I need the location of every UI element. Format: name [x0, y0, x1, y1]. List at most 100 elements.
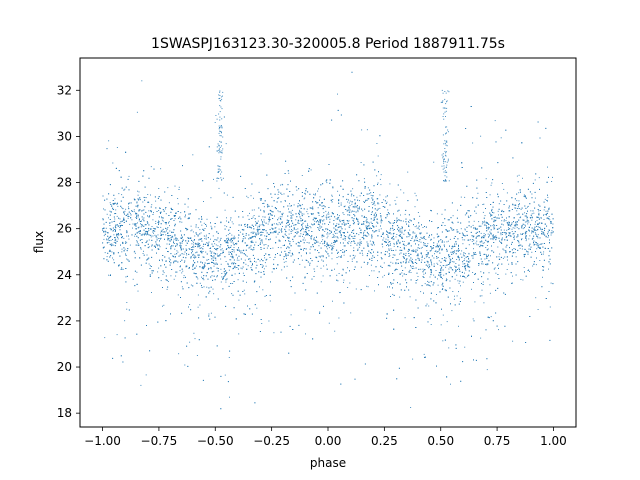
- data-point: [485, 234, 486, 236]
- data-point: [433, 247, 434, 249]
- data-point: [326, 243, 328, 245]
- data-point: [516, 227, 518, 229]
- data-point: [436, 245, 438, 247]
- data-point: [111, 243, 113, 245]
- data-point: [503, 249, 505, 251]
- data-point: [488, 272, 490, 274]
- data-point: [151, 226, 153, 227]
- data-point: [104, 252, 106, 254]
- data-point: [498, 263, 500, 265]
- data-point: [341, 235, 342, 237]
- data-point: [318, 255, 320, 257]
- data-point: [249, 212, 250, 214]
- data-point: [289, 205, 291, 207]
- data-point: [318, 228, 319, 230]
- data-point: [364, 181, 366, 183]
- data-point: [381, 267, 383, 268]
- data-point: [315, 201, 317, 203]
- data-point: [290, 314, 292, 316]
- data-point: [411, 258, 413, 260]
- data-point: [265, 244, 267, 245]
- data-point: [197, 294, 199, 296]
- data-point: [202, 245, 204, 247]
- data-point: [461, 232, 463, 234]
- data-point: [228, 285, 230, 287]
- data-point: [479, 251, 481, 253]
- data-point: [267, 203, 269, 205]
- data-point: [285, 200, 286, 202]
- data-point: [131, 219, 133, 221]
- data-point: [275, 230, 277, 232]
- data-point: [534, 197, 536, 199]
- data-point: [534, 223, 536, 225]
- data-point: [211, 251, 213, 253]
- data-point: [462, 239, 464, 241]
- data-point: [399, 241, 401, 243]
- data-point: [425, 272, 426, 274]
- data-point: [422, 268, 424, 270]
- data-point: [354, 378, 356, 380]
- data-point: [189, 304, 191, 305]
- data-point: [213, 293, 215, 295]
- data-point: [231, 262, 233, 264]
- data-point: [233, 259, 235, 261]
- data-point: [205, 275, 207, 277]
- data-point: [122, 268, 124, 270]
- data-point: [293, 228, 295, 230]
- data-point: [442, 314, 444, 316]
- data-point: [146, 233, 148, 235]
- data-point: [437, 236, 439, 238]
- data-point: [147, 201, 149, 203]
- data-point: [542, 276, 543, 278]
- data-point: [186, 228, 188, 229]
- data-point: [468, 252, 470, 254]
- data-point: [167, 251, 169, 253]
- data-point: [238, 333, 240, 335]
- data-point: [261, 239, 263, 241]
- data-point: [199, 282, 201, 284]
- data-point: [220, 258, 222, 260]
- data-point: [134, 252, 136, 254]
- data-point: [109, 210, 111, 212]
- data-point: [311, 278, 313, 280]
- data-point: [112, 257, 113, 259]
- data-point: [415, 195, 417, 197]
- data-point: [470, 239, 472, 241]
- data-point: [340, 202, 342, 204]
- data-point: [136, 215, 138, 217]
- data-point: [214, 226, 216, 228]
- data-point: [480, 232, 482, 234]
- data-point: [191, 252, 192, 254]
- data-point: [441, 278, 443, 280]
- data-point: [123, 237, 125, 239]
- data-point: [290, 212, 292, 214]
- data-point: [422, 227, 424, 228]
- data-point: [542, 246, 544, 248]
- data-point: [348, 235, 350, 237]
- data-point: [389, 183, 391, 185]
- data-point: [253, 249, 255, 251]
- data-point: [460, 196, 462, 198]
- data-point: [317, 207, 319, 209]
- data-point: [539, 246, 541, 248]
- data-point: [268, 216, 270, 218]
- data-point: [471, 255, 473, 257]
- data-point: [319, 204, 321, 206]
- data-point: [277, 193, 279, 195]
- data-point: [292, 240, 294, 242]
- data-point: [351, 210, 353, 212]
- data-point: [203, 286, 205, 288]
- data-point: [222, 278, 224, 280]
- data-point: [538, 210, 540, 212]
- data-point: [269, 300, 271, 302]
- data-point: [334, 240, 336, 241]
- data-point: [533, 212, 535, 214]
- data-point: [475, 212, 477, 214]
- data-point: [389, 255, 391, 257]
- chart-title: 1SWASPJ163123.30-320005.8 Period 1887911…: [151, 36, 505, 52]
- data-point: [158, 210, 160, 211]
- data-point: [271, 196, 273, 198]
- data-point: [541, 243, 543, 245]
- data-point: [268, 205, 270, 207]
- data-point: [336, 229, 338, 231]
